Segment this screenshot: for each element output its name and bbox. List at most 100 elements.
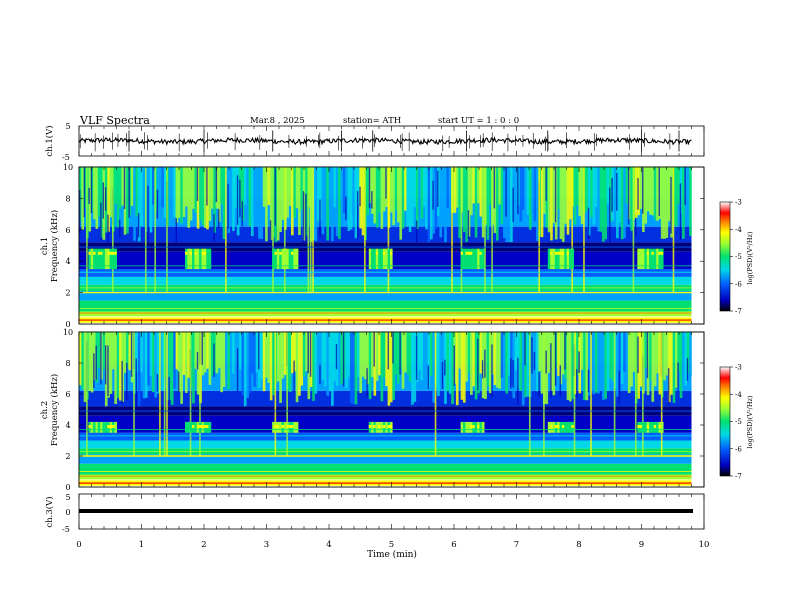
spectrogram-burst [95, 248, 99, 270]
spectrogram-burst [380, 248, 384, 270]
spectrogram-column [293, 332, 297, 372]
spectrogram-burst [281, 248, 285, 270]
spectrogram-spike [166, 167, 168, 293]
spectrogram-column [333, 332, 337, 382]
spectrogram-spike [144, 167, 147, 293]
colorbar-tick-label: -4 [735, 391, 742, 399]
spectrogram-column [116, 167, 120, 228]
spectrogram-column [194, 167, 198, 213]
spectrogram-column [533, 167, 537, 222]
spectrogram-burst [102, 248, 106, 270]
spectrogram-column [644, 167, 648, 224]
spectrogram-column [215, 332, 219, 374]
spectrogram-burst [194, 248, 198, 270]
date-label: Mar.8 , 2025 [250, 116, 305, 126]
spectrogram-column [503, 167, 506, 239]
spectrogram-burst [97, 421, 101, 433]
spectrogram-burst [653, 248, 657, 270]
spectrogram-column [314, 332, 318, 394]
x-tick-label: 4 [326, 540, 331, 550]
spectrogram-streak [616, 172, 618, 211]
spectrogram-column [543, 167, 546, 214]
spectrogram-streak [119, 219, 121, 238]
spectrogram-column [180, 167, 183, 224]
spectrogram-column [331, 167, 334, 242]
spectrogram-streak [293, 360, 295, 392]
start-time-label: start UT = 1 : 0 : 0 [438, 116, 519, 126]
spectrogram-column [503, 332, 506, 376]
spectrogram-burst [283, 248, 287, 270]
spectrogram-column [670, 332, 673, 395]
spectrogram-column [116, 332, 120, 399]
spectrogram-column [234, 167, 238, 208]
spectrogram-column [135, 332, 139, 372]
spectrogram-column [361, 167, 365, 236]
spectrogram-column [319, 332, 322, 383]
spectrogram-streak [517, 167, 519, 215]
spectrogram-column [656, 167, 659, 221]
spectrogram-column [467, 167, 471, 237]
spectrogram-column [159, 167, 162, 221]
spectrogram-burst [465, 251, 468, 255]
spectrogram-band [79, 463, 692, 475]
spectrogram-streak [356, 190, 359, 239]
spectrogram-column [349, 332, 353, 404]
spectrogram-column [406, 332, 410, 375]
spectrogram-streak [670, 176, 672, 234]
spectrogram-column [173, 332, 176, 389]
spectrogram-column [401, 167, 405, 229]
spectrogram-burst [389, 251, 393, 255]
spectrogram-column [373, 167, 377, 224]
spectrogram-column [531, 167, 534, 215]
spectrogram-burst [378, 248, 381, 270]
spectrogram-burst [291, 248, 294, 270]
spectrogram-streak [137, 213, 140, 238]
spectrogram-streak [156, 189, 159, 219]
spectrogram-streak [444, 359, 446, 376]
spectrogram-burst [658, 425, 661, 428]
spectrogram-streak [684, 167, 686, 205]
spectrogram-spike [286, 332, 288, 456]
spectrogram-burst [382, 425, 386, 428]
spectrogram-column [682, 167, 685, 239]
spectrogram-column [137, 167, 141, 242]
spectrogram-column [406, 167, 410, 227]
spectrogram-spike [632, 167, 635, 293]
spectrogram-burst [196, 248, 200, 270]
spectrogram-burst [283, 421, 287, 433]
spectrogram-column [651, 167, 655, 216]
spectrogram-column [404, 332, 407, 373]
spectrogram-column [580, 167, 584, 224]
spectrogram-column [500, 167, 504, 225]
spectrogram-streak [432, 180, 434, 210]
spectrogram-column [260, 167, 264, 240]
spectrogram-burst [639, 425, 643, 428]
spectrogram-column [422, 167, 426, 207]
spectrogram-column [672, 332, 676, 403]
ch3-ytick-min: -5 [62, 525, 70, 534]
x-tick-label: 9 [639, 540, 644, 550]
spectrogram-streak [196, 167, 199, 201]
spectrogram-streak [177, 371, 180, 393]
spectrogram-streak [550, 343, 552, 398]
spectrogram-column [241, 332, 245, 395]
ch1-spectrogram-ylabel-frequency: Frequency (kHz) [49, 210, 60, 282]
spectrogram-burst [566, 421, 570, 433]
spectrogram-burst [653, 425, 657, 428]
spectrogram-spike [387, 167, 390, 293]
spectrogram-column [526, 332, 530, 397]
spectrogram-burst [566, 248, 570, 270]
spectrogram-streak [510, 358, 512, 389]
spectrogram-streak [213, 214, 215, 242]
spectrogram-column [283, 332, 287, 375]
ch3-ytick-max: 5 [65, 493, 70, 502]
spectrogram-burst [460, 421, 464, 433]
spectrogram-column [470, 167, 473, 216]
spectrogram-streak [239, 179, 241, 218]
spectrogram-column [291, 332, 294, 374]
spectrogram-burst [658, 248, 662, 270]
spectrogram-column [448, 167, 452, 214]
spectrogram-column [149, 167, 153, 233]
spectrogram-column [597, 167, 600, 232]
spectrogram-column [232, 167, 235, 231]
